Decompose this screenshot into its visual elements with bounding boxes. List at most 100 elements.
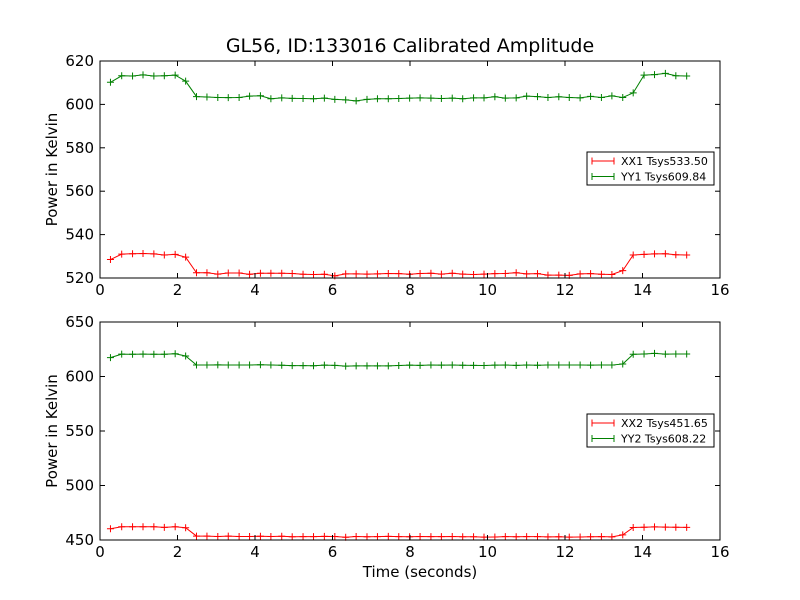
data-point: [619, 267, 627, 275]
data-point: [106, 525, 114, 533]
bottom-panel: 0 2 4 6 8 10 12 14 16 450 500 550 600 650 Power in Kel…: [43, 313, 730, 581]
data-point: [661, 523, 669, 531]
data-point: [288, 94, 296, 102]
x-tick-label: 0: [95, 281, 105, 299]
data-point: [459, 533, 467, 541]
y-tick-label: 600: [65, 95, 94, 113]
data-point: [129, 72, 137, 80]
data-point: [118, 72, 126, 80]
data-point: [288, 362, 296, 370]
data-point: [406, 94, 414, 102]
y-tick-label: 600: [65, 368, 94, 386]
data-point: [459, 270, 467, 278]
data-point: [373, 95, 381, 103]
data-point: [139, 523, 147, 531]
y-tick-label: 540: [65, 226, 94, 244]
data-point: [288, 269, 296, 277]
data-point: [256, 532, 264, 540]
data-point: [373, 362, 381, 370]
data-point: [683, 350, 691, 358]
data-point: [437, 533, 445, 541]
data-point: [565, 533, 573, 541]
x-tick-label: 2: [173, 543, 183, 561]
data-point: [118, 523, 126, 531]
x-tick-label: 8: [405, 281, 415, 299]
data-point: [523, 361, 531, 369]
data-point: [182, 524, 190, 532]
data-point: [672, 350, 680, 358]
x-tick-label: 12: [555, 543, 574, 561]
data-point: [491, 533, 499, 541]
data-point: [320, 532, 328, 540]
data-point: [597, 93, 605, 101]
data-point: [619, 93, 627, 101]
data-point: [533, 93, 541, 101]
data-point: [608, 361, 616, 369]
legend-marker: [591, 419, 615, 427]
data-point: [182, 77, 190, 85]
legend-marker: [591, 157, 615, 165]
data-point: [299, 270, 307, 278]
data-point: [416, 533, 424, 541]
data-point: [395, 361, 403, 369]
data-point: [587, 533, 595, 541]
data-point: [160, 523, 168, 531]
data-point: [342, 96, 350, 104]
data-point: [192, 269, 200, 277]
data-point: [171, 250, 179, 258]
data-point: [203, 93, 211, 101]
data-point: [629, 350, 637, 358]
data-point: [555, 361, 563, 369]
data-point: [672, 523, 680, 531]
data-point: [310, 533, 318, 541]
data-point: [171, 523, 179, 531]
data-point: [256, 92, 264, 100]
data-point: [373, 270, 381, 278]
data-point: [278, 532, 286, 540]
data-point: [501, 533, 509, 541]
x-tick-label: 14: [633, 281, 652, 299]
data-point: [597, 270, 605, 278]
data-point: [278, 361, 286, 369]
data-point: [224, 532, 232, 540]
data-point: [256, 269, 264, 277]
data-point: [512, 269, 520, 277]
x-tick-label: 4: [250, 281, 260, 299]
data-point: [427, 94, 435, 102]
legend: XX2 Tsys451.65 YY2 Tsys608.22: [586, 413, 715, 448]
y-tick-label: 560: [65, 182, 94, 200]
data-point: [651, 250, 659, 258]
legend-label: YY1 Tsys609.84: [620, 171, 706, 184]
data-point: [267, 95, 275, 103]
data-point: [651, 523, 659, 531]
y-tick-label: 650: [65, 313, 94, 331]
y-tick-label: 450: [65, 531, 94, 549]
x-tick-label: 14: [633, 543, 652, 561]
data-point: [629, 89, 637, 97]
data-point: [416, 94, 424, 102]
data-point: [267, 533, 275, 541]
data-point: [651, 71, 659, 79]
data-point: [160, 72, 168, 80]
data-point: [480, 533, 488, 541]
data-point: [448, 533, 456, 541]
data-point: [256, 361, 264, 369]
data-point: [320, 94, 328, 102]
data-point: [491, 93, 499, 101]
data-point: [299, 362, 307, 370]
data-point: [150, 72, 158, 80]
x-tick-label: 10: [478, 543, 497, 561]
data-point: [470, 533, 478, 541]
data-point: [310, 95, 318, 103]
y-axis-label: Power in Kelvin: [43, 113, 61, 227]
data-point: [118, 350, 126, 358]
data-point: [470, 361, 478, 369]
data-point: [106, 78, 114, 86]
data-point: [437, 270, 445, 278]
data-point: [491, 361, 499, 369]
data-point: [139, 71, 147, 79]
data-point: [320, 361, 328, 369]
data-point: [171, 350, 179, 358]
x-tick-label: 16: [710, 281, 729, 299]
